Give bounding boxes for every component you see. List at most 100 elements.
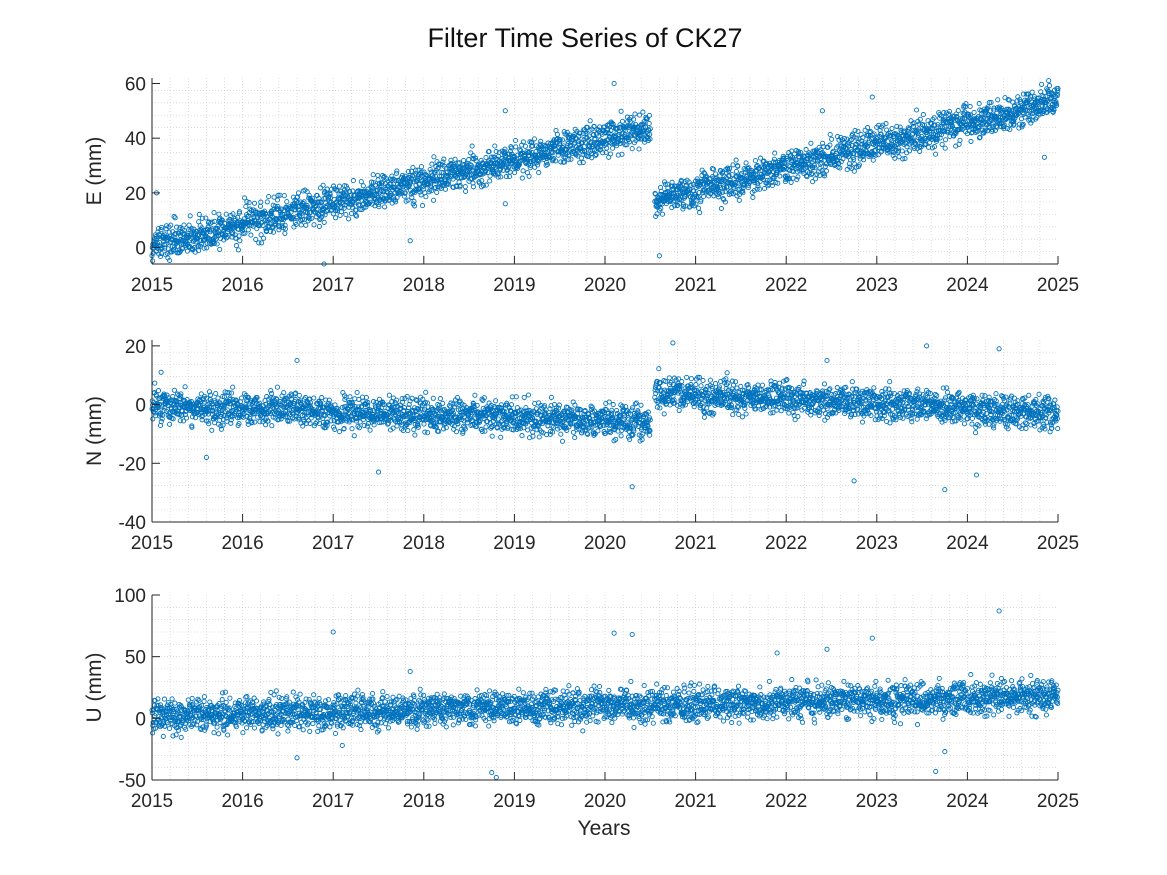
data-point [450,184,456,190]
data-point [618,433,624,439]
data-point [213,390,219,397]
data-point [268,390,275,396]
data-point [195,248,202,254]
x-tick-label: 2020 [584,275,626,296]
data-point [827,131,833,138]
data-point [558,431,564,437]
data-point [487,178,493,184]
data-point [181,228,187,234]
data-point [502,146,508,152]
y-tick-label: 20 [125,184,146,205]
data-point [554,136,560,143]
data-point [470,180,476,186]
panel-N: 2015 2016 2017 2018 2019 2020 2021 2022 2023 2024… [83,337,1079,554]
data-point [260,222,266,229]
data-point [640,109,646,115]
data-point [431,197,437,203]
data-point [502,150,508,156]
data-point [440,400,446,406]
data-point [955,108,961,114]
data-point [334,200,340,206]
x-tick-label: 2017 [312,275,354,296]
data-point [587,118,593,124]
data-point [506,151,512,157]
data-point [370,172,376,178]
data-point [309,195,315,201]
data-point [498,174,504,180]
data-point [483,154,489,161]
data-point [532,400,538,407]
data-point [429,161,435,167]
data-point [589,155,595,161]
data-point [158,419,164,425]
data-point [957,137,963,143]
data-point-outlier [611,80,617,87]
data-point [242,195,248,201]
data-point [217,246,223,252]
data-point [275,192,281,198]
data-point [267,229,273,235]
data-point [171,214,177,220]
data-point [483,182,489,188]
data-point [248,232,254,238]
data-point [157,253,164,260]
data-point [542,149,548,155]
x-tick-label: 2016 [221,275,263,296]
data-point [351,433,357,439]
data-point [411,172,417,178]
data-point [590,141,596,148]
data-point [450,176,456,182]
data-point [152,380,158,386]
data-point [553,158,559,164]
data-point [520,168,526,174]
data-point [575,153,581,159]
data-point [733,157,739,163]
data-point [394,195,400,201]
data-point [276,227,282,233]
data-point [462,173,468,179]
data-point [375,172,381,178]
data-point [914,107,920,113]
data-point [289,215,295,221]
data-point [619,118,626,124]
data-point [219,217,225,223]
data-point [309,215,315,221]
data-point [206,421,212,427]
data-point [442,186,449,192]
data-point [434,189,440,195]
data-point [164,250,170,256]
data-point [172,215,178,221]
data-point [526,173,532,179]
data-point [212,218,218,224]
data-point [469,143,475,149]
data-point [379,180,385,186]
data-point [736,197,742,203]
data-point [733,168,739,174]
data-point [409,194,415,200]
data-point [251,200,258,206]
data-point [618,108,624,114]
data-point [564,147,570,153]
data-point [456,160,462,166]
data-point [172,235,178,241]
data-point [561,129,567,135]
data-point [633,400,639,406]
data-point [278,206,285,212]
data-point [181,222,187,228]
data-point [203,235,209,241]
data-point [320,182,326,188]
data-point [844,167,850,173]
data-point [636,146,642,152]
data-point [259,240,265,246]
data-point [492,143,498,149]
data-point [293,221,299,228]
data-point [235,214,241,220]
data-point [167,257,173,264]
data-point [359,202,366,208]
x-tick-label: 2022 [765,275,807,296]
data-point [246,200,252,206]
x-tick-label: 2021 [674,275,716,296]
data-point [150,258,156,264]
data-point [819,160,825,166]
